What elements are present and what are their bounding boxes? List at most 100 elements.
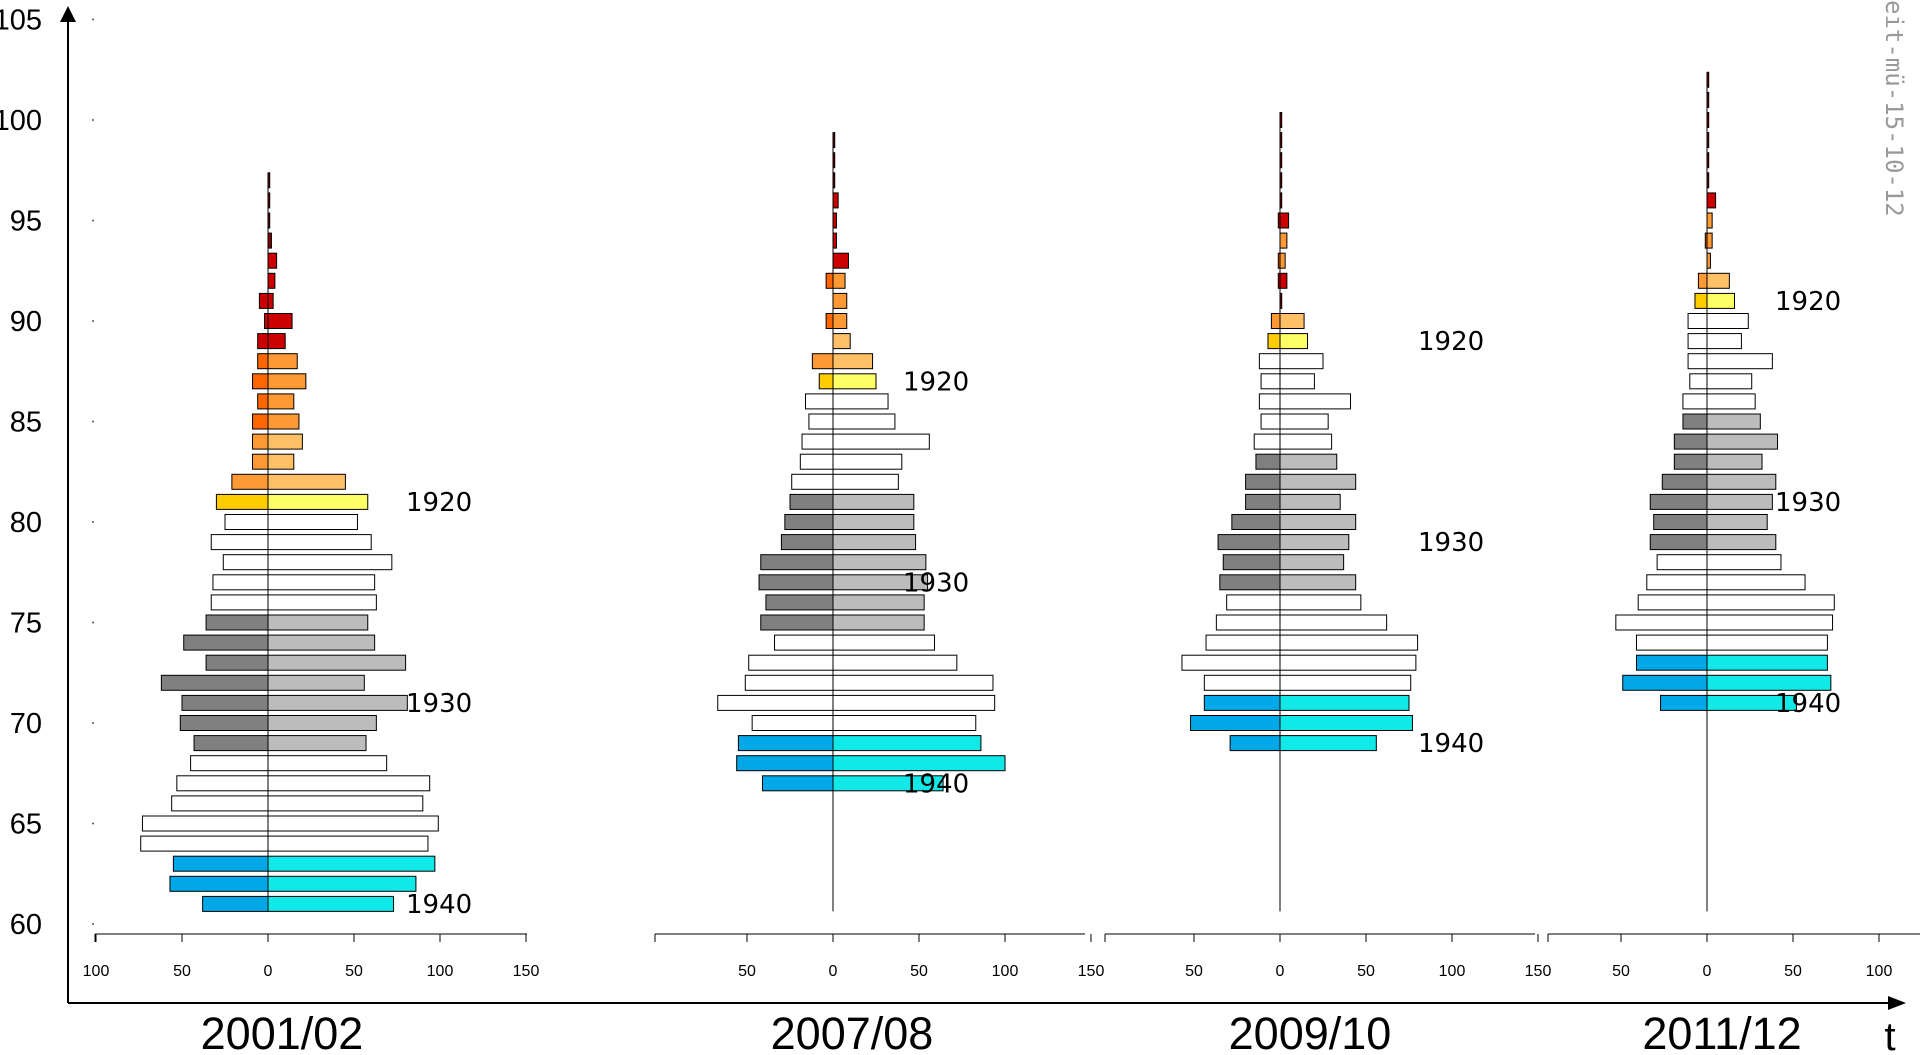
bar-left-age-82 xyxy=(791,473,834,490)
bar-left-age-87 xyxy=(818,373,834,390)
bar-left-age-88 xyxy=(257,353,269,370)
y-tick-label: 105 xyxy=(0,5,42,37)
bar-right-age-87 xyxy=(1706,373,1753,390)
y-tick-mark xyxy=(92,621,94,624)
bar-right-age-69 xyxy=(267,735,367,752)
bar-right-age-84 xyxy=(1279,433,1333,450)
bar-right-age-95 xyxy=(1279,212,1290,229)
bar-right-age-63 xyxy=(267,855,436,872)
bar-right-age-69 xyxy=(1279,735,1377,752)
bar-left-age-79 xyxy=(1217,534,1281,551)
y-tick-mark xyxy=(92,320,94,322)
bar-right-age-83 xyxy=(1706,453,1763,470)
cohort-label-1940: 1940 xyxy=(1418,729,1484,759)
y-tick-mark xyxy=(92,822,94,825)
bar-left-age-91 xyxy=(258,292,269,309)
bar-right-age-88 xyxy=(267,353,298,370)
bar-right-age-93 xyxy=(832,252,849,269)
bar-left-age-81 xyxy=(1649,493,1708,510)
bar-right-age-81 xyxy=(267,493,369,510)
bar-right-age-70 xyxy=(267,715,377,731)
bar-right-age-78 xyxy=(1706,554,1782,571)
y-tick-label: 75 xyxy=(10,608,42,640)
bar-right-age-74 xyxy=(832,634,935,651)
bar-right-age-85 xyxy=(832,413,896,430)
bar-left-age-73 xyxy=(205,654,269,671)
x-tick-label: 50 xyxy=(345,963,363,980)
x-tick-label: 50 xyxy=(910,963,928,980)
bar-right-age-90 xyxy=(1706,313,1749,329)
bar-left-age-85 xyxy=(1260,413,1281,430)
t-axis-label: t xyxy=(1884,1015,1895,1055)
bar-left-age-88 xyxy=(811,353,834,370)
bar-left-age-87 xyxy=(252,373,269,390)
bar-right-age-94 xyxy=(1706,232,1713,249)
bar-right-age-82 xyxy=(267,473,346,490)
bar-right-age-81 xyxy=(1279,493,1341,510)
cohort-label-1940: 1940 xyxy=(903,769,969,799)
bar-right-age-91 xyxy=(267,292,274,309)
x-tick-label: 0 xyxy=(264,963,273,980)
bar-left-age-79 xyxy=(210,534,269,551)
bar-right-age-85 xyxy=(267,413,300,430)
bar-right-age-71 xyxy=(1279,694,1410,711)
bar-left-age-72 xyxy=(744,674,834,691)
cohort-label-1920: 1920 xyxy=(406,488,472,518)
bar-left-age-72 xyxy=(1622,674,1708,691)
bar-left-age-85 xyxy=(252,413,269,430)
bar-left-age-82 xyxy=(1245,473,1281,490)
bar-right-age-94 xyxy=(1279,232,1288,249)
t-axis-arrow xyxy=(1888,996,1906,1010)
cohort-label-1930: 1930 xyxy=(903,568,969,598)
bar-right-age-90 xyxy=(1279,313,1305,329)
y-tick-label: 80 xyxy=(10,507,42,539)
x-tick-label: 0 xyxy=(1703,963,1712,980)
y-tick-mark xyxy=(92,219,94,222)
bar-right-age-89 xyxy=(832,333,851,350)
bar-right-age-81 xyxy=(1706,493,1773,510)
bar-left-age-87 xyxy=(1260,373,1281,390)
bar-left-age-69 xyxy=(737,735,834,752)
bar-right-age-75 xyxy=(1706,614,1834,631)
x-tick-label: 100 xyxy=(1866,963,1893,980)
cohort-label-1920: 1920 xyxy=(1775,287,1841,317)
bar-left-age-85 xyxy=(808,413,834,430)
bar-right-age-69 xyxy=(832,735,982,752)
bar-left-age-64 xyxy=(140,835,269,852)
cohort-label-1920: 1920 xyxy=(903,367,969,397)
bar-left-age-83 xyxy=(799,453,834,470)
period-label: 2011/12 xyxy=(1642,1008,1801,1055)
bar-left-age-89 xyxy=(1267,333,1281,350)
bar-right-age-78 xyxy=(1279,554,1345,571)
bar-right-age-82 xyxy=(1706,473,1777,490)
bar-left-age-74 xyxy=(774,634,834,651)
x-tick-label: 100 xyxy=(83,963,110,980)
bar-right-age-84 xyxy=(1706,433,1779,450)
bar-right-age-73 xyxy=(267,654,407,671)
bar-right-age-72 xyxy=(1279,674,1412,691)
bar-right-age-94 xyxy=(832,232,837,249)
bar-left-age-77 xyxy=(758,574,834,591)
bar-right-age-90 xyxy=(832,313,848,329)
bar-right-age-87 xyxy=(267,373,307,390)
bar-left-age-79 xyxy=(780,534,834,551)
bar-right-age-67 xyxy=(267,775,431,792)
bar-left-age-77 xyxy=(212,574,269,591)
bar-right-age-76 xyxy=(1279,594,1362,611)
bar-right-age-82 xyxy=(832,473,899,490)
cohort-label-1930: 1930 xyxy=(1775,488,1841,518)
pyramid-panel-2009-10: 1920 1930 1940 50 0 50 100 150 2009/10 xyxy=(1104,112,1552,1055)
bar-right-age-92 xyxy=(267,272,276,289)
bar-right-age-74 xyxy=(1706,634,1828,651)
cohort-label-1930: 1930 xyxy=(1418,528,1484,558)
bar-right-age-86 xyxy=(267,393,295,410)
bar-left-age-65 xyxy=(141,815,269,832)
bar-right-age-91 xyxy=(832,292,848,309)
bar-left-age-79 xyxy=(1649,534,1708,551)
bar-left-age-75 xyxy=(1215,614,1281,631)
bar-left-age-86 xyxy=(804,393,834,410)
bar-right-age-76 xyxy=(267,594,377,611)
x-tick-label: 150 xyxy=(1525,963,1552,980)
bar-right-age-87 xyxy=(832,373,877,390)
